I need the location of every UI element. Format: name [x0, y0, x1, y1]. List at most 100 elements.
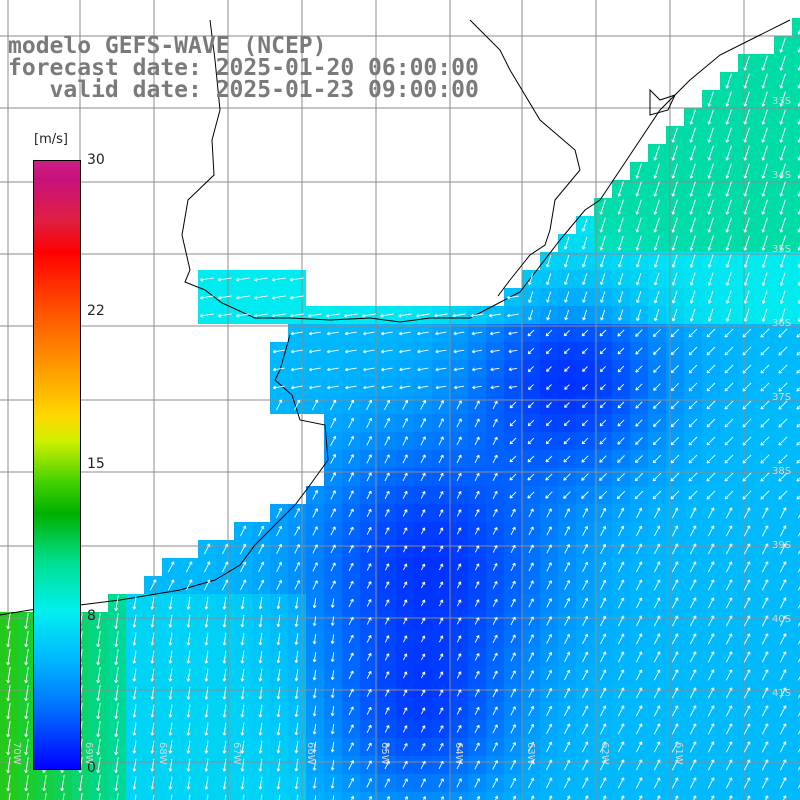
wind-arrow — [6, 757, 11, 774]
wind-arrow — [778, 436, 788, 446]
wind-arrow — [671, 145, 678, 161]
wind-arrow — [564, 273, 570, 286]
wind-arrow — [294, 705, 299, 718]
wind-arrow — [617, 401, 625, 409]
wind-arrow — [796, 459, 800, 464]
wind-arrow — [240, 740, 245, 754]
wind-arrow — [330, 490, 336, 500]
wind-arrow — [438, 509, 444, 517]
wind-arrow — [204, 758, 209, 772]
wind-arrow — [743, 73, 750, 89]
wind-arrow — [706, 436, 716, 446]
wind-arrow — [618, 309, 624, 321]
wind-arrow — [290, 367, 303, 372]
lat-label: 39S — [772, 540, 792, 551]
wind-arrow — [761, 633, 769, 645]
wind-arrow — [276, 704, 281, 718]
wind-arrow — [312, 777, 317, 789]
wind-arrow — [438, 400, 444, 410]
wind-arrow — [725, 163, 732, 179]
wind-arrow — [689, 507, 697, 519]
wind-arrow — [240, 704, 245, 718]
wind-arrow — [348, 724, 354, 734]
wind-arrow — [294, 740, 299, 754]
wind-arrow — [420, 707, 426, 715]
wind-arrow — [779, 308, 786, 322]
lon-label: 64W — [453, 742, 464, 765]
wind-arrow — [293, 399, 301, 411]
wind-arrow — [276, 758, 281, 772]
wind-arrow — [224, 794, 227, 800]
wind-arrow — [258, 758, 263, 772]
wind-arrow — [258, 561, 265, 573]
wind-arrow — [527, 347, 535, 355]
wind-cell — [342, 792, 360, 800]
wind-arrow — [617, 597, 625, 609]
wind-arrow — [563, 741, 571, 753]
wind-arrow — [617, 777, 625, 789]
wind-arrow — [653, 615, 661, 627]
wind-arrow — [581, 329, 589, 337]
wind-arrow — [564, 366, 570, 372]
wind-arrow — [564, 291, 570, 303]
wind-arrow — [564, 309, 570, 321]
wind-cell — [792, 540, 800, 558]
wind-arrow — [330, 453, 337, 464]
wind-arrow — [348, 544, 354, 554]
wind-arrow — [671, 597, 679, 609]
wind-arrow — [420, 491, 426, 499]
wind-arrow — [258, 740, 263, 754]
wind-arrow — [779, 705, 787, 717]
wind-arrow — [421, 599, 426, 607]
wind-arrow — [689, 705, 697, 717]
wind-arrow — [688, 328, 698, 338]
wind-arrow — [671, 127, 678, 143]
wind-arrow — [528, 652, 534, 662]
wind-arrow — [581, 218, 588, 232]
wind-arrow — [78, 757, 83, 774]
wind-arrow — [742, 490, 752, 500]
wind-arrow — [218, 313, 232, 318]
wind-arrow — [492, 706, 498, 716]
wind-arrow — [258, 596, 263, 610]
wind-arrow — [635, 217, 642, 233]
wind-arrow — [742, 382, 752, 392]
wind-arrow — [439, 599, 444, 607]
wind-arrow — [507, 313, 519, 318]
wind-arrow — [314, 795, 317, 800]
wind-arrow — [743, 525, 751, 537]
wind-arrow — [474, 635, 480, 643]
wind-arrow — [761, 651, 769, 663]
wind-arrow — [488, 313, 501, 318]
wind-arrow — [743, 91, 750, 107]
wind-arrow — [330, 688, 335, 699]
wind-arrow — [456, 617, 462, 625]
wind-arrow — [276, 543, 283, 555]
wind-arrow — [797, 603, 800, 609]
wind-arrow — [98, 793, 101, 800]
wind-arrow — [564, 580, 571, 590]
wind-arrow — [671, 235, 678, 251]
wind-cell — [612, 792, 630, 800]
colorbar — [33, 160, 81, 770]
wind-arrow — [797, 675, 800, 681]
wind-cell — [396, 792, 414, 800]
wind-arrow — [797, 765, 800, 771]
wind-arrow — [724, 490, 734, 500]
wind-arrow — [761, 615, 769, 627]
wind-arrow — [564, 633, 571, 645]
wind-arrow — [653, 543, 661, 555]
wind-arrow — [724, 400, 734, 410]
wind-arrow — [510, 670, 516, 680]
wind-arrow — [492, 760, 498, 770]
wind-arrow — [204, 722, 209, 736]
wind-cell — [792, 198, 800, 216]
wind-arrow — [510, 759, 517, 771]
colorbar-tick-30: 30 — [87, 152, 105, 168]
wind-arrow — [309, 385, 321, 390]
wind-arrow — [527, 365, 535, 373]
wind-arrow — [707, 687, 715, 699]
wind-arrow — [599, 217, 606, 233]
wind-arrow — [312, 616, 317, 627]
wind-arrow — [453, 331, 465, 336]
